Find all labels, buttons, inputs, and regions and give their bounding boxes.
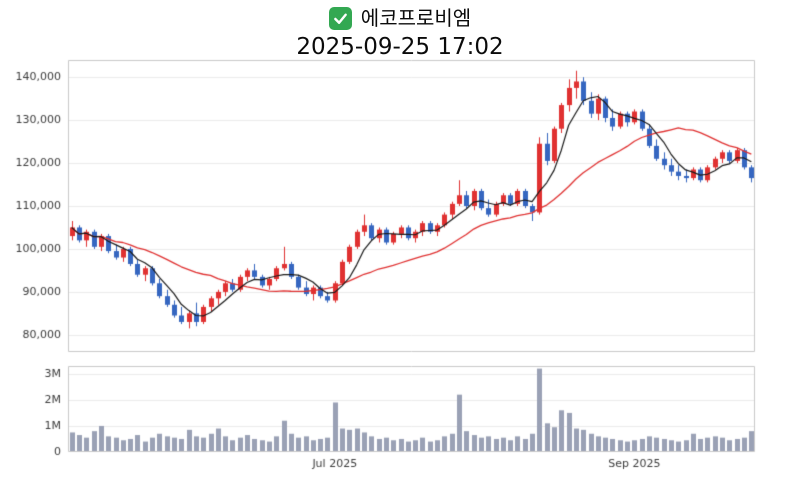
stock-name: 에코프로비엠 [360, 6, 472, 30]
chart-header: 에코프로비엠 2025-09-25 17:02 [0, 0, 800, 59]
checked-checkbox-icon[interactable] [328, 6, 352, 30]
title-row: 에코프로비엠 [0, 5, 800, 31]
chart-datetime: 2025-09-25 17:02 [296, 34, 504, 60]
check-icon [333, 13, 347, 24]
